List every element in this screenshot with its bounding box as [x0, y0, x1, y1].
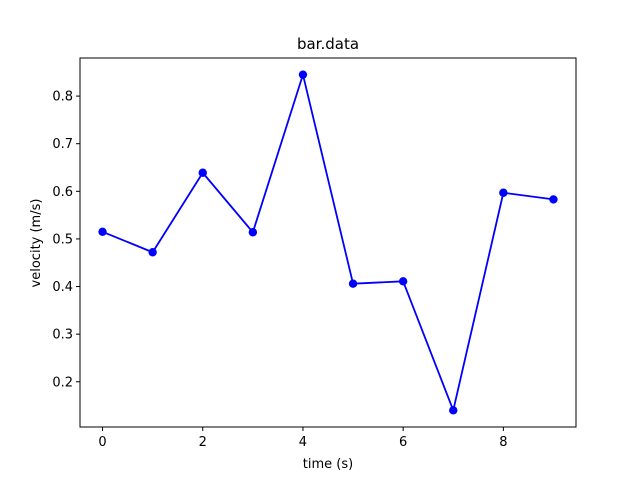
- y-tick-label: 0.8: [52, 90, 73, 105]
- y-axis-label: velocity (m/s): [29, 199, 44, 288]
- x-tick-label: 4: [299, 435, 307, 450]
- data-point: [298, 70, 308, 79]
- data-point: [148, 248, 157, 257]
- data-point: [398, 277, 408, 286]
- x-axis-label: time (s): [303, 457, 353, 472]
- data-point: [499, 188, 508, 197]
- y-tick-label: 0.4: [52, 280, 73, 295]
- y-tick-label: 0.6: [52, 185, 73, 200]
- x-tick-label: 0: [98, 435, 106, 450]
- y-tick-label: 0.7: [52, 137, 73, 152]
- x-tick-label: 6: [399, 435, 407, 450]
- y-tick-label: 0.5: [52, 232, 73, 247]
- plot-frame: [79, 57, 577, 428]
- y-tick-label: 0.3: [52, 328, 73, 343]
- data-point: [198, 168, 207, 177]
- data-point: [248, 228, 258, 237]
- y-tick-label: 0.2: [52, 375, 73, 390]
- chart-title: bar.data: [297, 35, 359, 53]
- data-point: [549, 195, 558, 204]
- x-tick-label: 2: [199, 435, 207, 450]
- plot-area: 0 2 4 6 8 0.2 0.3 0.4 0.5 0.6 0.7 0.8: [52, 57, 577, 450]
- series-line: [102, 73, 554, 412]
- data-point: [449, 406, 458, 415]
- data-point: [98, 227, 107, 236]
- data-point: [348, 279, 358, 288]
- x-tick-label: 8: [499, 435, 507, 450]
